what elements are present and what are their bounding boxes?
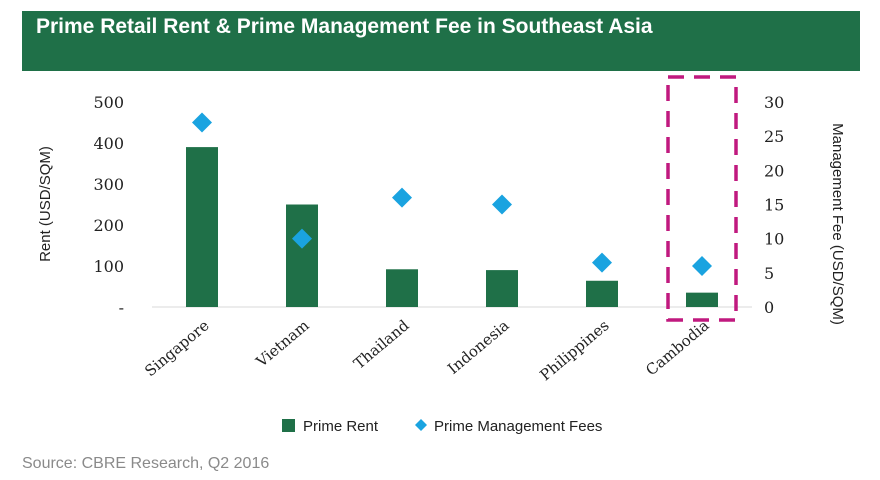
y-right-tick-label: 25 — [764, 127, 784, 146]
y-right-tick-label: 30 — [764, 93, 784, 112]
y-axis-title: Rent (USD/SQM) — [37, 146, 54, 262]
x-tick-label: Cambodia — [642, 316, 712, 379]
marker-management-fee — [692, 256, 712, 276]
legend-label-management-fees: Prime Management Fees — [434, 418, 602, 435]
bar-prime-rent — [386, 269, 418, 307]
x-tick-label: Philippines — [536, 316, 612, 384]
y-tick-label: 500 — [93, 93, 124, 112]
legend-swatch-prime-rent — [282, 419, 295, 432]
chart: - 100 200 300 400 500 0 5 10 15 20 25 30 Rent (USD/SQ… — [37, 75, 846, 435]
y-right-tick-label: 20 — [764, 161, 784, 180]
bar-prime-rent — [686, 292, 718, 307]
marker-management-fee — [192, 112, 212, 133]
x-tick-label: Thailand — [350, 316, 413, 373]
y-tick-label: 200 — [93, 216, 124, 235]
marker-management-fee — [592, 252, 612, 273]
highlight-box — [666, 75, 738, 322]
bar-prime-rent — [586, 280, 618, 307]
bar-prime-rent — [286, 204, 318, 307]
y-tick-label: 100 — [93, 257, 124, 276]
y-right-axis-title: Management Fee (USD/SQM) — [829, 123, 846, 325]
marker-management-fee — [292, 228, 312, 249]
x-tick-label: Indonesia — [444, 316, 512, 378]
y-right-tick-label: 10 — [764, 230, 784, 249]
bar-prime-rent — [186, 147, 218, 307]
y-tick-label: - — [119, 298, 124, 317]
legend-swatch-management-fees — [415, 419, 427, 431]
y-right-tick-label: 0 — [764, 298, 774, 317]
y-right-tick-label: 15 — [764, 196, 784, 215]
bar-prime-rent — [486, 270, 518, 307]
y-tick-label: 400 — [93, 134, 124, 153]
x-tick-label: Vietnam — [252, 316, 313, 371]
marker-management-fee — [492, 194, 512, 215]
legend-label-prime-rent: Prime Rent — [303, 418, 379, 435]
y-tick-label: 300 — [93, 175, 124, 194]
title-bar: Prime Retail Rent & Prime Management Fee… — [22, 11, 860, 71]
x-tick-label: Singapore — [141, 316, 212, 380]
source-note: Source: CBRE Research, Q2 2016 — [22, 455, 270, 472]
chart-title: Prime Retail Rent & Prime Management Fee… — [36, 15, 653, 38]
marker-management-fee — [392, 187, 412, 208]
y-right-tick-label: 5 — [764, 264, 774, 283]
